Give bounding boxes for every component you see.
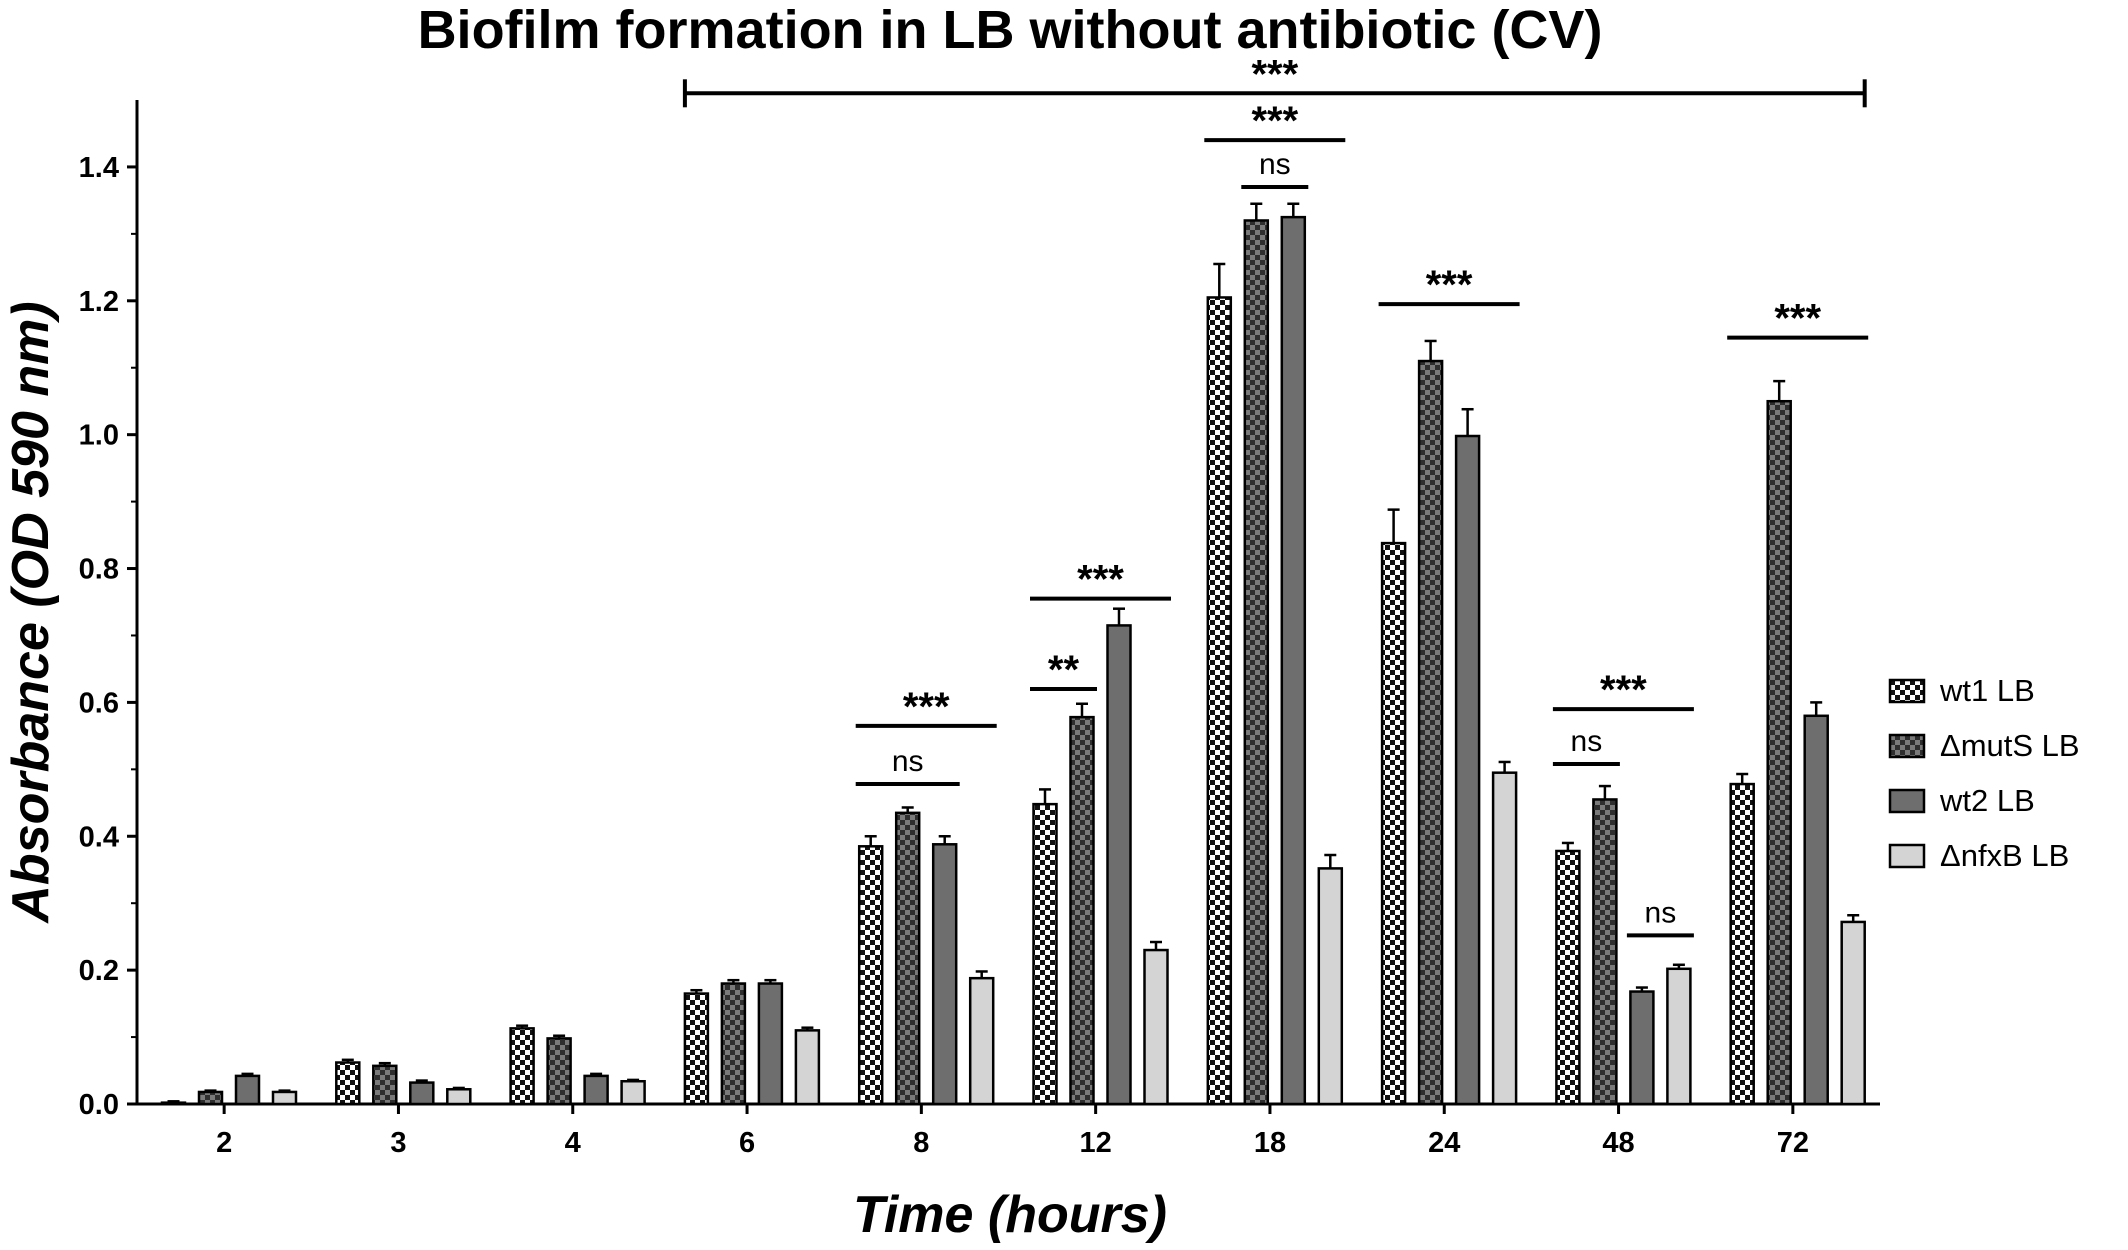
bar [234, 1074, 261, 1106]
bar [894, 811, 921, 1106]
y-tick-label: 0.0 [79, 1089, 119, 1121]
legend-swatch [1888, 678, 1926, 704]
bar [1629, 990, 1655, 1106]
bar [857, 845, 884, 1106]
legend-label: ΔmutS LB [1940, 728, 2080, 763]
bar [931, 843, 958, 1106]
bar [1380, 541, 1407, 1106]
bar [1555, 849, 1581, 1106]
bar [1206, 296, 1233, 1106]
bar [271, 1090, 298, 1106]
bar [1317, 867, 1344, 1106]
legend-swatch [1888, 733, 1926, 759]
bar [1803, 714, 1829, 1106]
x-tick-label: 3 [390, 1127, 406, 1159]
y-axis-label: Absorbance (OD 590 nm) [2, 301, 60, 924]
x-tick-label: 2 [216, 1127, 232, 1159]
legend-label: wt1 LB [1939, 673, 2035, 708]
x-tick-label: 6 [739, 1127, 755, 1159]
bar [1766, 399, 1792, 1106]
bar-groups [160, 202, 1866, 1106]
bar [968, 976, 995, 1106]
significance-label: *** [1600, 668, 1647, 712]
bar [794, 1029, 821, 1106]
bar [1143, 948, 1169, 1106]
bar [1592, 798, 1618, 1106]
significance-label: ns [1259, 148, 1291, 181]
y-tick-label: 0.8 [79, 554, 119, 586]
x-tick-label: 4 [565, 1127, 581, 1159]
x-tick-label: 8 [913, 1127, 929, 1159]
significance-label: ns [892, 745, 924, 778]
bar [620, 1079, 646, 1106]
bar [197, 1090, 224, 1106]
legend-swatch [1888, 788, 1926, 814]
bar [1069, 715, 1095, 1106]
bar [446, 1088, 472, 1106]
bar [720, 982, 747, 1106]
significance-label: *** [1426, 263, 1473, 307]
x-tick-label: 48 [1602, 1127, 1634, 1159]
bar [1840, 920, 1866, 1106]
bar [1454, 434, 1481, 1106]
legend-label: wt2 LB [1939, 783, 2035, 818]
bar [1106, 624, 1132, 1106]
significance-label: *** [1077, 558, 1124, 602]
bar [546, 1037, 572, 1106]
significance-label: *** [1251, 99, 1298, 143]
bar [683, 992, 710, 1106]
y-tick-label: 0.4 [79, 821, 119, 853]
y-tick-label: 0.2 [79, 955, 119, 987]
x-tick-label: 18 [1254, 1127, 1286, 1159]
x-axis: 2 3 4 6 8 12 18 24 48 72 [137, 1102, 1880, 1159]
significance-label: *** [1774, 297, 1821, 341]
significance-label: ** [1048, 648, 1080, 692]
y-tick-label: 1.2 [79, 286, 119, 318]
significance-label: *** [1251, 52, 1298, 96]
bar [1243, 219, 1270, 1106]
y-tick-label: 0.6 [79, 687, 119, 719]
significance-label: ns [1645, 896, 1677, 929]
significance-label: *** [903, 685, 950, 729]
y-tick-label: 1.0 [79, 420, 119, 452]
bar [583, 1074, 609, 1106]
y-tick-label: 1.4 [79, 152, 119, 184]
x-tick-label: 24 [1428, 1127, 1460, 1159]
x-tick-label: 12 [1080, 1127, 1112, 1159]
bar [372, 1064, 398, 1106]
x-tick-label: 72 [1777, 1127, 1809, 1159]
bar [1666, 967, 1692, 1106]
bar [409, 1081, 435, 1106]
y-axis: 0.0 0.2 0.4 0.6 0.8 1.0 1.2 1.4 [79, 100, 139, 1121]
significance-label: ns [1571, 725, 1603, 758]
bar [160, 1101, 187, 1106]
bar [1729, 782, 1755, 1106]
x-axis-label: Time (hours) [853, 1186, 1167, 1244]
chart-title: Biofilm formation in LB without antibiot… [418, 0, 1603, 60]
bar [757, 982, 784, 1106]
legend: wt1 LB ΔmutS LB wt2 LB ΔnfxB LB [1888, 673, 2080, 873]
legend-swatch [1888, 843, 1926, 869]
bar [509, 1027, 535, 1106]
bar [1032, 802, 1058, 1106]
bar [1417, 359, 1444, 1106]
bar [335, 1061, 361, 1106]
legend-label: ΔnfxB LB [1940, 838, 2069, 873]
bar [1491, 771, 1518, 1106]
bar [1280, 215, 1307, 1106]
